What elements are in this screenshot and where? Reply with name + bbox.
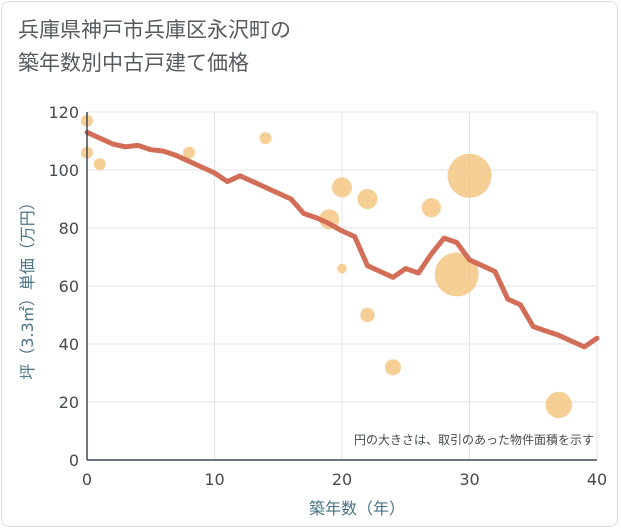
data-bubble — [360, 307, 375, 323]
data-bubble — [545, 391, 572, 419]
y-tick-label: 100 — [48, 161, 79, 180]
x-tick-label: 30 — [459, 470, 479, 489]
chart-note: 円の大きさは、取引のあった物件面積を示す — [354, 432, 594, 447]
x-tick-label: 40 — [587, 470, 607, 489]
data-bubble — [447, 153, 492, 198]
y-tick-label: 80 — [59, 219, 79, 238]
y-tick-label: 40 — [59, 335, 79, 354]
data-bubble — [259, 132, 272, 145]
trend-line — [84, 129, 600, 350]
title-line-1: 兵庫県神戸市兵庫区永沢町の — [18, 18, 291, 42]
data-bubble — [434, 252, 479, 297]
data-bubble — [332, 177, 352, 198]
data-bubble — [183, 146, 195, 159]
y-tick-label: 120 — [48, 103, 79, 122]
data-bubble — [337, 263, 347, 274]
y-tick-label: 20 — [59, 393, 79, 412]
x-tick-label: 10 — [204, 470, 224, 489]
data-bubble — [93, 158, 106, 171]
data-bubble — [385, 359, 401, 376]
x-tick-label: 0 — [82, 470, 92, 489]
x-tick-label: 20 — [332, 470, 352, 489]
data-bubble — [357, 189, 378, 209]
y-tick-label: 0 — [69, 451, 79, 470]
trend-layer — [84, 129, 600, 350]
bubble-layer — [81, 114, 572, 419]
data-bubble — [421, 198, 441, 218]
axes: 0 10 20 30 40 0 20 40 60 80 100 120 — [48, 103, 607, 489]
y-tick-label: 60 — [59, 277, 79, 296]
x-axis-label: 築年数（年） — [309, 499, 405, 518]
y-axis-label: 坪（3.3㎡）単価（万円） — [18, 194, 37, 379]
grid-lines — [86, 111, 598, 461]
title-line-2: 築年数別中古戸建て価格 — [18, 51, 249, 75]
chart-title: 兵庫県神戸市兵庫区永沢町の 築年数別中古戸建て価格 — [18, 14, 291, 80]
